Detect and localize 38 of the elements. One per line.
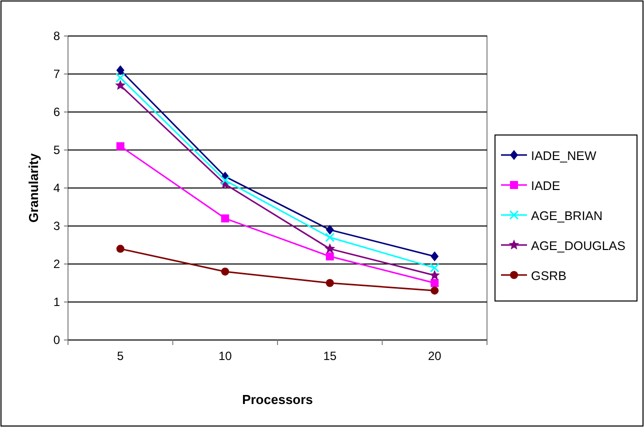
legend-label: IADE_NEW xyxy=(531,149,596,163)
y-tick-label: 3 xyxy=(53,219,60,233)
legend-label: AGE_BRIAN xyxy=(531,209,603,223)
x-tick-label: 15 xyxy=(323,349,337,363)
y-tick-label: 7 xyxy=(53,67,60,81)
y-axis-title: Granularity xyxy=(26,152,41,223)
point xyxy=(430,279,439,287)
point xyxy=(115,80,126,90)
legend-label: AGE_DOUGLAS xyxy=(531,239,626,253)
point xyxy=(326,224,334,235)
point xyxy=(430,286,439,295)
point xyxy=(220,176,230,186)
x-tick-label: 20 xyxy=(428,349,442,363)
point xyxy=(116,142,124,150)
point xyxy=(116,65,124,76)
y-tick-label: 0 xyxy=(53,333,60,347)
y-tick-label: 5 xyxy=(53,143,60,157)
x-tick-label: 10 xyxy=(218,349,232,363)
point xyxy=(221,214,230,222)
point xyxy=(430,263,440,273)
point xyxy=(325,232,335,242)
point xyxy=(326,279,334,287)
point xyxy=(324,243,336,254)
point xyxy=(221,268,230,276)
point xyxy=(429,270,440,280)
point xyxy=(116,244,124,253)
legend-label: IADE xyxy=(531,179,560,193)
x-axis-title: Processors xyxy=(242,392,313,407)
x-tick-label: 5 xyxy=(117,349,124,363)
legend-label: GSRB xyxy=(531,269,566,283)
y-tick-label: 2 xyxy=(53,257,60,271)
y-tick-label: 1 xyxy=(53,295,60,309)
y-tick-label: 6 xyxy=(53,105,60,119)
y-tick-label: 8 xyxy=(53,29,60,43)
y-tick-label: 4 xyxy=(53,181,60,195)
point xyxy=(326,252,334,260)
point xyxy=(116,73,126,83)
point xyxy=(430,251,439,262)
